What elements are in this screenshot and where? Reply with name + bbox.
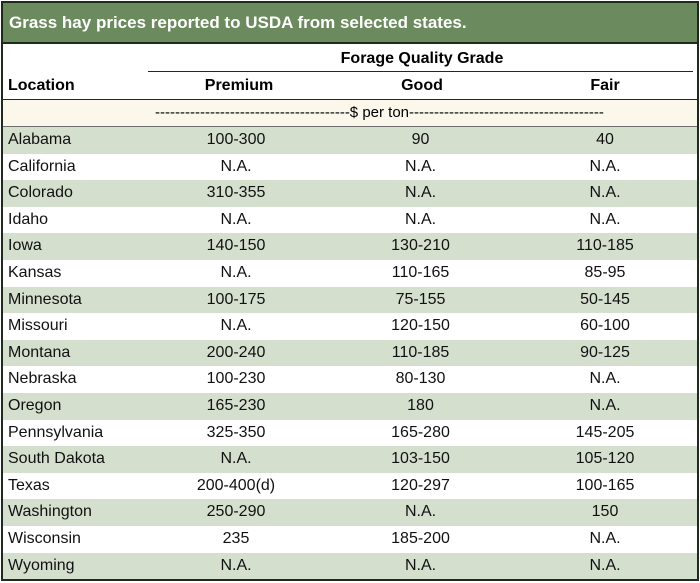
premium-cell: 235 [222, 529, 250, 547]
location-cell: Washington [8, 503, 92, 521]
fair-cell: N.A. [589, 396, 621, 414]
premium-cell: 165-230 [206, 396, 266, 414]
table-row: Iowa 140-150 130-210 110-185 [3, 233, 697, 260]
good-cell: 120-150 [391, 317, 450, 335]
fair-cell: N.A. [589, 556, 621, 574]
fair-cell: 60-100 [580, 317, 630, 335]
table-row: Kansas N.A. 110-165 85-95 [3, 259, 697, 287]
good-cell: 130-210 [391, 237, 450, 255]
good-cell: N.A. [404, 210, 437, 228]
table-row: Pennsylvania 325-350 165-280 145-205 [3, 419, 697, 447]
fair-cell: N.A. [589, 370, 621, 388]
good-cell: 80-130 [395, 370, 446, 388]
location-cell: South Dakota [8, 450, 105, 468]
good-cell: 185-200 [391, 529, 450, 547]
premium-cell: 200-400(d) [196, 476, 276, 494]
good-cell: 165-280 [391, 423, 450, 441]
good-cell: 103-150 [391, 450, 450, 468]
fair-cell: 110-185 [576, 237, 634, 255]
location-cell: Iowa [8, 237, 42, 255]
fair-column-header: Fair [590, 77, 620, 94]
good-cell: 90 [411, 131, 430, 148]
fair-cell: 90-125 [580, 343, 630, 361]
table-row: Missouri N.A. 120-150 60-100 [3, 313, 697, 340]
good-cell: 120-297 [391, 476, 450, 494]
good-cell: 110-165 [391, 263, 450, 281]
premium-cell: N.A. [220, 263, 252, 281]
table-body: Alabama 100-300 90 40 California N.A. N.A. N.A.… [3, 127, 697, 579]
table-row: Alabama 100-300 90 40 [3, 127, 697, 154]
location-cell: Missouri [8, 317, 68, 335]
table-title: Grass hay prices reported to USDA from s… [3, 3, 697, 44]
good-column-header: Good [401, 77, 443, 94]
fair-cell: 145-205 [575, 423, 635, 441]
fair-cell: 150 [591, 503, 619, 521]
table-row: Idaho N.A. N.A. N.A. [3, 206, 697, 234]
grade-group-label: Forage Quality Grade [340, 50, 504, 67]
premium-column-header: Premium [204, 77, 274, 94]
header-divider [3, 99, 697, 100]
fair-cell: N.A. [589, 184, 621, 202]
premium-cell: 200-240 [206, 343, 266, 361]
table-row: Oregon 165-230 180 N.A. [3, 392, 697, 420]
fair-cell: 105-120 [575, 450, 635, 468]
premium-cell: N.A. [220, 450, 252, 468]
good-cell: 180 [407, 396, 434, 414]
premium-cell: 250-290 [206, 503, 266, 521]
location-cell: Colorado [8, 184, 73, 202]
location-cell: Pennsylvania [8, 423, 104, 441]
group-divider [148, 71, 693, 72]
location-cell: Wisconsin [8, 529, 81, 547]
location-column-header: Location [8, 77, 75, 94]
fair-cell: 40 [596, 131, 614, 148]
premium-cell: 310-355 [206, 184, 266, 202]
table-row: South Dakota N.A. 103-150 105-120 [3, 446, 697, 473]
fair-cell: 50-145 [580, 290, 630, 308]
good-cell: N.A. [404, 556, 437, 574]
table-row: Nebraska 100-230 80-130 N.A. [3, 366, 697, 393]
premium-cell: 140-150 [206, 237, 266, 255]
table-row: Washington 250-290 N.A. 150 [3, 499, 697, 526]
units-row: ---------------------------------------$… [3, 100, 697, 127]
good-cell: 110-185 [391, 343, 450, 361]
good-cell: 75-155 [395, 290, 446, 308]
table-row: Texas 200-400(d) 120-297 100-165 [3, 472, 697, 500]
fair-cell: N.A. [589, 210, 621, 228]
table-row: Minnesota 100-175 75-155 50-145 [3, 286, 697, 314]
location-cell: Nebraska [8, 370, 77, 388]
premium-cell: N.A. [220, 556, 252, 574]
fair-cell: N.A. [589, 157, 621, 175]
location-cell: Alabama [8, 131, 72, 148]
location-cell: Kansas [8, 263, 62, 281]
good-cell: N.A. [404, 184, 437, 202]
fair-cell: 85-95 [584, 263, 626, 281]
table-row: California N.A. N.A. N.A. [3, 153, 697, 181]
location-cell: California [8, 157, 76, 175]
fair-cell: 100-165 [575, 476, 635, 494]
location-cell: Minnesota [8, 290, 82, 308]
fair-cell: N.A. [589, 529, 621, 547]
good-cell: N.A. [404, 157, 437, 175]
premium-cell: 325-350 [206, 423, 266, 441]
location-cell: Montana [8, 343, 71, 361]
premium-cell: N.A. [220, 317, 252, 335]
premium-cell: N.A. [220, 210, 252, 228]
location-cell: Texas [8, 476, 50, 494]
location-cell: Idaho [8, 210, 49, 228]
premium-cell: 100-300 [206, 131, 266, 148]
table-header: Forage Quality Grade Location Premium Go… [3, 44, 697, 100]
table-row: Montana 200-240 110-185 90-125 [3, 339, 697, 367]
table-row: Wisconsin 235 185-200 N.A. [3, 525, 697, 553]
premium-cell: N.A. [220, 157, 252, 175]
table-row: Colorado 310-355 N.A. N.A. [3, 180, 697, 207]
premium-cell: 100-175 [206, 290, 266, 308]
premium-cell: 100-230 [206, 370, 266, 388]
location-cell: Wyoming [8, 556, 75, 574]
location-cell: Oregon [8, 396, 62, 414]
table-row: Wyoming N.A. N.A. N.A. [3, 552, 697, 579]
good-cell: N.A. [404, 503, 437, 521]
